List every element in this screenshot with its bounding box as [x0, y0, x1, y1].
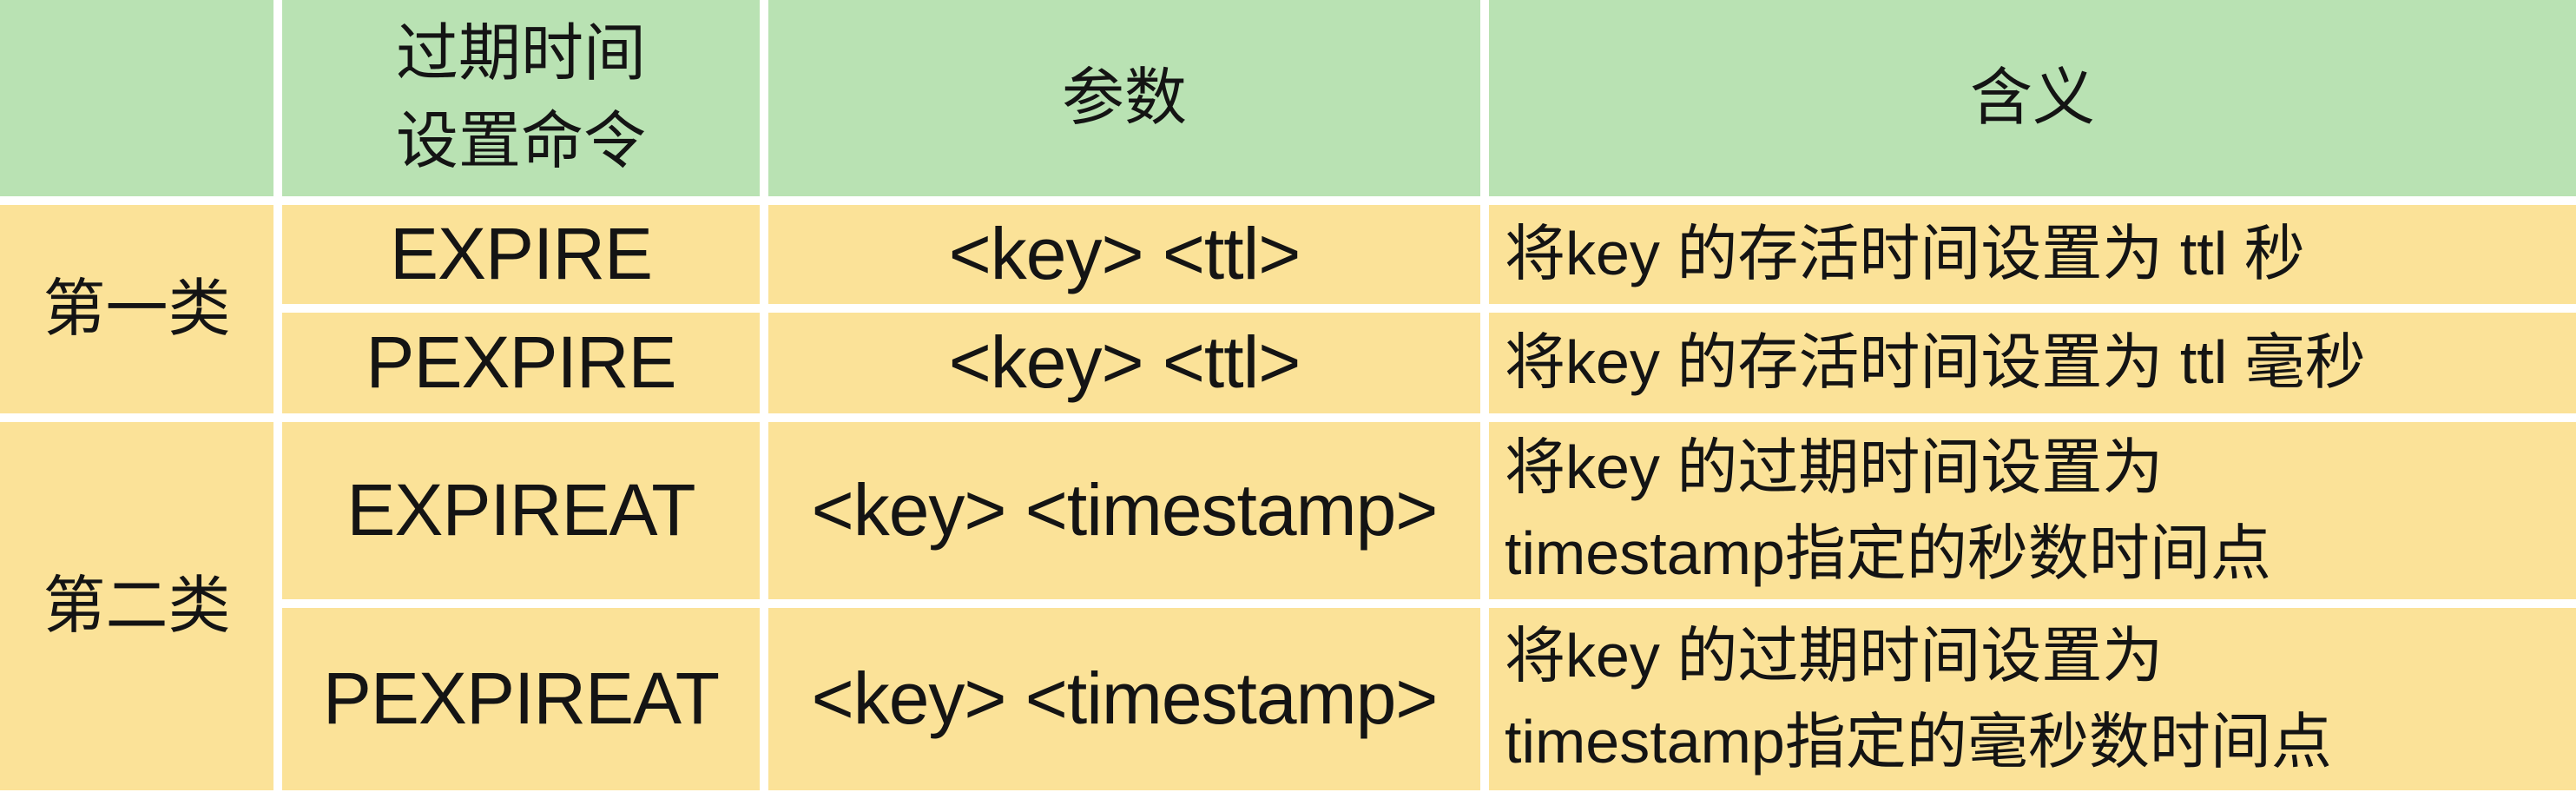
- command-cell: EXPIRE: [282, 205, 760, 304]
- header-cell-params: 参数: [768, 0, 1480, 196]
- header-cell-command: 过期时间 设置命令: [282, 0, 760, 196]
- command-cell: PEXPIRE: [282, 313, 760, 413]
- meaning-cell: 将key 的过期时间设置为 timestamp指定的毫秒数时间点: [1489, 608, 2576, 790]
- params-cell: <key> <timestamp>: [768, 422, 1480, 599]
- header-cell-meaning: 含义: [1489, 0, 2576, 196]
- command-cell: PEXPIREAT: [282, 608, 760, 790]
- meaning-cell: 将key 的存活时间设置为 ttl 秒: [1489, 205, 2576, 304]
- meaning-cell: 将key 的过期时间设置为 timestamp指定的秒数时间点: [1489, 422, 2576, 599]
- category-cell-group2: 第二类: [0, 422, 273, 790]
- params-cell: <key> <timestamp>: [768, 608, 1480, 790]
- params-cell: <key> <ttl>: [768, 205, 1480, 304]
- category-cell-group1: 第一类: [0, 205, 273, 413]
- meaning-cell: 将key 的存活时间设置为 ttl 毫秒: [1489, 313, 2576, 413]
- command-cell: EXPIREAT: [282, 422, 760, 599]
- header-cell-category: [0, 0, 273, 196]
- params-cell: <key> <ttl>: [768, 313, 1480, 413]
